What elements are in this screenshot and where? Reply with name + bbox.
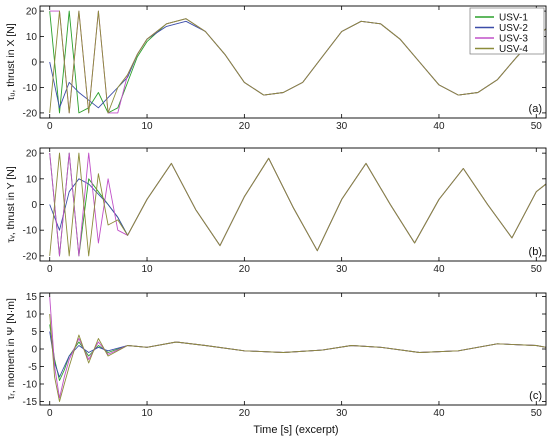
y-axis-label: τᵤ, thrust in X [N] bbox=[5, 23, 17, 101]
y-tick-label: 0 bbox=[31, 200, 37, 211]
x-tick-label: 30 bbox=[336, 408, 348, 419]
x-tick-label: 20 bbox=[239, 408, 251, 419]
y-tick-label: 20 bbox=[26, 149, 38, 160]
x-tick-label: 40 bbox=[433, 121, 445, 132]
series-line-usv-4 bbox=[49, 10, 546, 114]
x-tick-label: 0 bbox=[47, 264, 53, 275]
x-tick-label: 50 bbox=[531, 121, 543, 132]
panel-c: 0 10 20 30 40 50 -15 -10 -5 0 5 10 15 τᵣ, moment in Ψ… bbox=[5, 292, 547, 419]
x-tick-label: 20 bbox=[239, 264, 251, 275]
panel-label: (a) bbox=[529, 103, 542, 115]
x-tick-label: 50 bbox=[531, 264, 543, 275]
series-line-usv-1 bbox=[49, 324, 546, 381]
panel-label: (b) bbox=[529, 246, 542, 258]
y-tick-label: 0 bbox=[31, 345, 37, 356]
x-tick-label: 0 bbox=[47, 408, 53, 419]
x-axis-label: Time [s] (excerpt) bbox=[253, 424, 338, 436]
series-line-usv-2 bbox=[49, 331, 546, 378]
y-tick-label: -20 bbox=[23, 251, 38, 262]
y-tick-label: 10 bbox=[26, 174, 38, 185]
y-tick-label: -5 bbox=[28, 362, 37, 373]
legend-entry: USV-4 bbox=[499, 44, 528, 55]
y-tick-label: -20 bbox=[23, 108, 38, 119]
y-axis-label: τᵣ, moment in Ψ [N·m] bbox=[5, 298, 17, 400]
y-tick-label: -10 bbox=[23, 226, 38, 237]
legend-entry: USV-3 bbox=[499, 34, 528, 45]
y-tick-label: 10 bbox=[26, 32, 38, 43]
series-line-usv-4 bbox=[49, 313, 546, 402]
y-axis-label: τᵥ, thrust in Y [N] bbox=[5, 166, 17, 243]
legend-entry: USV-1 bbox=[499, 13, 528, 24]
x-tick-label: 30 bbox=[336, 121, 348, 132]
x-tick-label: 40 bbox=[433, 264, 445, 275]
x-tick-label: 10 bbox=[141, 121, 153, 132]
panel-b: 0 10 20 30 40 50 -20 -10 0 10 20 τᵥ, thrust in Y [N… bbox=[5, 147, 547, 275]
x-tick-label: 10 bbox=[141, 264, 153, 275]
x-tick-label: 10 bbox=[141, 408, 153, 419]
panel-label: (c) bbox=[529, 390, 542, 402]
series-line-usv-4 bbox=[49, 152, 546, 257]
y-tick-label: 15 bbox=[26, 292, 38, 303]
y-tick-label: 0 bbox=[31, 58, 37, 69]
y-tick-label: -10 bbox=[23, 83, 38, 94]
y-tick-label: -15 bbox=[23, 397, 38, 408]
plot-frame bbox=[39, 147, 547, 262]
series-line-usv-1 bbox=[49, 152, 546, 257]
x-tick-label: 50 bbox=[531, 408, 543, 419]
x-tick-label: 40 bbox=[433, 408, 445, 419]
x-tick-label: 0 bbox=[47, 121, 53, 132]
y-tick-label: 10 bbox=[26, 310, 38, 321]
legend-entry: USV-2 bbox=[499, 23, 528, 34]
y-tick-label: -10 bbox=[23, 380, 38, 391]
series-line-usv-3 bbox=[49, 152, 546, 257]
x-tick-label: 20 bbox=[239, 121, 251, 132]
series-line-usv-2 bbox=[49, 157, 546, 252]
legend-box bbox=[469, 7, 545, 55]
y-tick-label: 5 bbox=[31, 327, 37, 338]
panel-a: 0 10 20 30 40 50 -20 -10 0 10 20 τᵤ, thrust in X [N… bbox=[5, 5, 547, 132]
x-tick-label: 30 bbox=[336, 264, 348, 275]
y-tick-label: 20 bbox=[26, 7, 38, 18]
